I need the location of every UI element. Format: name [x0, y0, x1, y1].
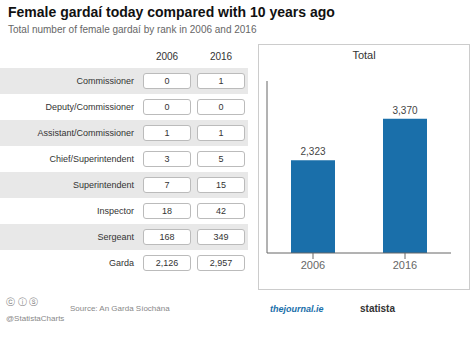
html-text:1: 1 [218, 128, 224, 138]
html-text:42: 42 [216, 206, 226, 216]
html-text:Chief/Superintendent: Chief/Superintendent [49, 154, 134, 164]
html-text:0: 0 [218, 102, 224, 112]
html-text:Garda: Garda [109, 258, 134, 268]
svg-text:2006: 2006 [301, 259, 325, 271]
svg-text:3,370: 3,370 [392, 105, 417, 116]
html-text:Sergeant: Sergeant [97, 232, 134, 242]
html-text:Total: Total [352, 49, 376, 61]
html-text:Total number of female gardaí: Total number of female gardaí by rank in… [8, 24, 257, 35]
html-text:Commissioner: Commissioner [76, 76, 134, 86]
html-text:statista: statista [360, 303, 395, 314]
html-text:Female gardaí today compared w: Female gardaí today compared with 10 yea… [8, 4, 335, 20]
html-text:168: 168 [159, 232, 175, 242]
html-text:Deputy/Commissioner: Deputy/Commissioner [45, 102, 134, 112]
html-text:3: 3 [164, 154, 170, 164]
html-text:2016: 2016 [209, 50, 233, 62]
html-text:Superintendent: Superintendent [72, 180, 134, 190]
html-text:1: 1 [218, 76, 224, 86]
html-text:18: 18 [162, 206, 172, 216]
html-text:2,957: 2,957 [209, 258, 233, 268]
html-text:1: 1 [164, 128, 170, 138]
html-text:Assistant/Commissioner: Assistant/Commissioner [37, 128, 134, 138]
html-text:Inspector: Inspector [97, 206, 134, 216]
html-text:Source: An Garda Síochána: Source: An Garda Síochána [70, 304, 170, 313]
svg-text:2016: 2016 [393, 259, 417, 271]
html-text:@StatistaCharts: @StatistaCharts [6, 314, 65, 323]
html-text:0: 0 [164, 102, 170, 112]
html-text:thejournal.ie: thejournal.ie [270, 304, 324, 314]
html-text:2,126: 2,126 [155, 258, 179, 268]
html-text:2006: 2006 [155, 50, 179, 62]
html-text:15: 15 [216, 180, 226, 190]
html-text:5: 5 [218, 154, 224, 164]
html-text:0: 0 [164, 76, 170, 86]
html-text:349: 349 [213, 232, 229, 242]
html-text:7: 7 [164, 180, 170, 190]
svg-text:2,323: 2,323 [300, 146, 325, 157]
